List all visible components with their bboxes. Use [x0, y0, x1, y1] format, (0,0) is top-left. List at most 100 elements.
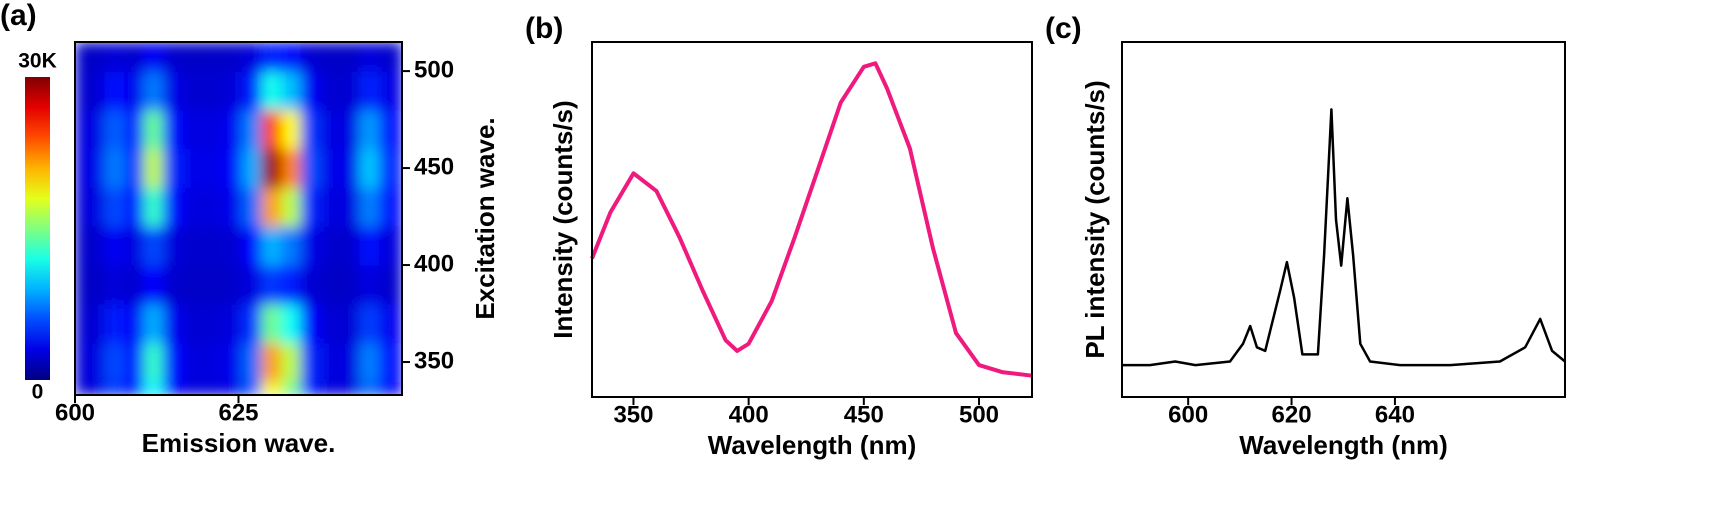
- heatmap-cell: [104, 303, 125, 344]
- heatmap-cell: [202, 71, 223, 111]
- heatmap-cell: [241, 71, 262, 111]
- heatmap-cell: [320, 381, 341, 395]
- heatmap-cell: [222, 226, 243, 266]
- y-axis-label: Intensity (counts/s): [548, 100, 578, 338]
- heatmap-cell: [379, 42, 402, 72]
- y-tick-label: 450: [414, 153, 454, 180]
- heatmap-cell: [143, 226, 164, 266]
- heatmap-cell: [124, 303, 145, 344]
- heatmap-cell: [75, 187, 86, 227]
- x-axis-label: Emission wave.: [142, 428, 336, 458]
- heatmap-cell: [300, 226, 321, 266]
- heatmap-cell: [75, 303, 86, 344]
- heatmap-cell: [339, 342, 361, 383]
- heatmap-cell: [202, 265, 223, 305]
- heatmap-cell: [84, 265, 106, 305]
- heatmap-cell: [143, 109, 164, 150]
- heatmap-cell: [379, 71, 402, 111]
- heatmap-cell: [182, 187, 204, 227]
- heatmap-cell: [359, 381, 380, 395]
- heatmap-cell: [320, 71, 341, 111]
- heatmap-cell: [75, 265, 86, 305]
- heatmap-cell: [222, 303, 243, 344]
- heatmap-cell: [281, 303, 302, 344]
- heatmap-cell: [182, 226, 204, 266]
- heatmap-cell: [163, 226, 184, 266]
- heatmap-cell: [84, 42, 106, 72]
- heatmap-cell: [84, 303, 106, 344]
- heatmap-cell: [359, 71, 380, 111]
- heatmap-cell: [261, 265, 282, 305]
- y-tick-label: 400: [414, 250, 454, 277]
- heatmap-cell: [359, 226, 380, 266]
- heatmap-cell: [182, 265, 204, 305]
- heatmap-cell: [241, 187, 262, 227]
- heatmap-cell: [75, 381, 86, 395]
- heatmap-cell: [281, 226, 302, 266]
- heatmap-cell: [104, 148, 125, 189]
- heatmap-cell: [182, 303, 204, 344]
- heatmap-cell: [320, 109, 341, 150]
- heatmap-cell: [320, 226, 341, 266]
- heatmap-cell: [241, 342, 262, 383]
- heatmap-cell: [300, 109, 321, 150]
- heatmap-cell: [202, 109, 223, 150]
- heatmap-cell: [359, 265, 380, 305]
- heatmap-cell: [261, 226, 282, 266]
- heatmap-cell: [124, 42, 145, 72]
- heatmap-cell: [104, 226, 125, 266]
- heatmap-cell: [163, 109, 184, 150]
- heatmap-cell: [222, 148, 243, 189]
- heatmap-cell: [124, 226, 145, 266]
- heatmap-cell: [261, 109, 282, 150]
- y-tick-label: 500: [414, 56, 454, 83]
- heatmap-cell: [163, 381, 184, 395]
- heatmap-cell: [124, 109, 145, 150]
- heatmap-cell: [339, 148, 361, 189]
- heatmap-cell: [84, 381, 106, 395]
- heatmap-cell: [84, 148, 106, 189]
- heatmap-cell: [300, 265, 321, 305]
- heatmap-cell: [300, 303, 321, 344]
- heatmap-cell: [339, 187, 361, 227]
- heatmap-cell: [281, 342, 302, 383]
- heatmap-cell: [182, 109, 204, 150]
- plot-frame: [1121, 41, 1566, 398]
- colorbar-label: 0: [32, 381, 44, 404]
- heatmap-cell: [379, 148, 402, 189]
- heatmap-cell: [84, 342, 106, 383]
- heatmap-cell: [241, 303, 262, 344]
- heatmap-cell: [124, 265, 145, 305]
- heatmap-cell: [124, 71, 145, 111]
- heatmap-cell: [261, 42, 282, 72]
- heatmap-cell: [202, 148, 223, 189]
- heatmap-cell: [300, 187, 321, 227]
- heatmap-cell: [339, 303, 361, 344]
- heatmap-cell: [281, 187, 302, 227]
- heatmap-cell: [202, 303, 223, 344]
- heatmap-cell: [182, 148, 204, 189]
- heatmap-cell: [261, 342, 282, 383]
- heatmap-cell: [281, 381, 302, 395]
- heatmap-cell: [300, 342, 321, 383]
- heatmap-cell: [320, 342, 341, 383]
- heatmap-cell: [163, 148, 184, 189]
- heatmap-cell: [222, 381, 243, 395]
- heatmap-cell: [75, 109, 86, 150]
- heatmap-cell: [339, 381, 361, 395]
- heatmap-cell: [241, 265, 262, 305]
- plot-frame: [591, 41, 1033, 398]
- heatmap-cell: [143, 148, 164, 189]
- heatmap-cell: [261, 303, 282, 344]
- x-tick-label: 620: [1272, 401, 1312, 428]
- heatmap-cell: [281, 71, 302, 111]
- heatmap-cell: [104, 342, 125, 383]
- heatmap-cell: [75, 71, 86, 111]
- heatmap-cell: [143, 42, 164, 72]
- heatmap-cell: [163, 42, 184, 72]
- heatmap-cell: [222, 265, 243, 305]
- y-tick-label: 350: [414, 347, 454, 374]
- heatmap-cell: [281, 42, 302, 72]
- colorbar: [25, 77, 50, 380]
